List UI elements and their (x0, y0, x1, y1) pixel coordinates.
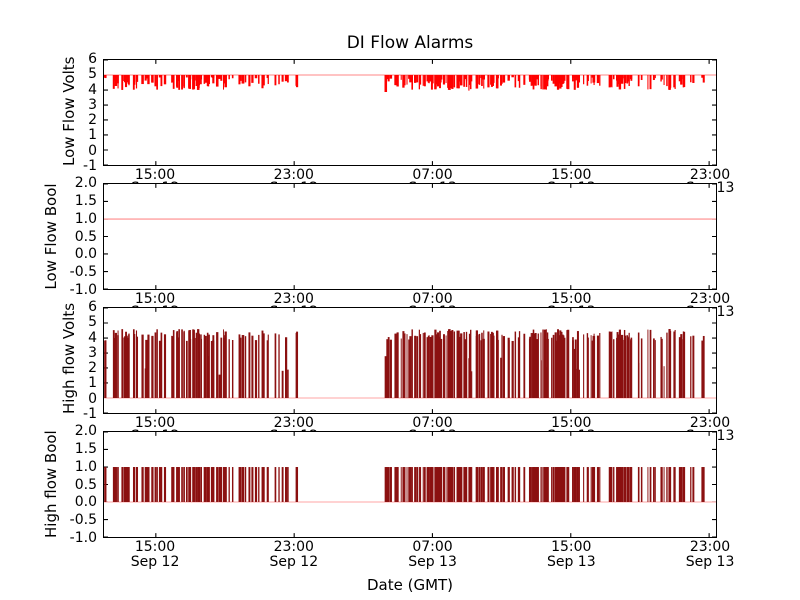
y-tick-label: 2.0 (74, 175, 97, 191)
x-tick-time-label: 23:00 (689, 291, 731, 307)
x-tick-time-label: 15:00 (134, 539, 176, 555)
x-tick-time-label: 15:00 (551, 539, 592, 555)
y-tick-label: 1.0 (74, 210, 97, 227)
y-tick-label: 6 (88, 299, 97, 315)
subplot-low-flow-volts (103, 59, 717, 166)
x-tick-time-label: 15:00 (134, 167, 176, 183)
y-tick-label: 6 (88, 51, 97, 67)
x-tick-date-label: Sep 12 (269, 554, 319, 570)
x-tick-time-label: 07:00 (412, 167, 453, 183)
y-tick-label: -0.5 (69, 264, 97, 281)
x-tick-date-label: Sep 13 (408, 554, 457, 570)
x-tick-time-label: 23:00 (689, 167, 731, 183)
x-tick-time-label: 07:00 (412, 291, 453, 307)
y-tick-label: 0 (88, 390, 97, 407)
y-tick-label: 0.5 (74, 476, 97, 493)
subplot-low-flow-bool-canvas (104, 184, 716, 289)
x-tick-time-label: 15:00 (134, 291, 176, 307)
x-tick-time-label: 23:00 (273, 415, 314, 431)
x-tick-time-label: 15:00 (551, 291, 592, 307)
x-tick-time-label: 23:00 (689, 539, 731, 555)
y-tick-label: 2 (88, 360, 97, 377)
subplot-high-flow-volts (103, 307, 717, 414)
y-tick-label: 4 (88, 329, 97, 346)
y-tick-label: -1 (83, 406, 97, 422)
y-tick-label: 3 (88, 344, 97, 361)
subplot-high-flow-volts-canvas (104, 308, 716, 413)
tick-marks (104, 60, 716, 165)
y-tick-label: -0.5 (69, 512, 97, 529)
x-tick-time-label: 15:00 (551, 167, 592, 183)
y-tick-label: -1.0 (69, 530, 97, 546)
x-tick-time-label: 23:00 (273, 539, 314, 555)
series-high-flow-volts (104, 328, 705, 398)
y-tick-label: 4 (88, 81, 97, 98)
y-tick-label: 0.5 (74, 228, 97, 245)
y-tick-label: 0.0 (74, 246, 97, 263)
x-tick-time-label: 23:00 (273, 167, 314, 183)
x-tick-date-label: Sep 12 (130, 554, 180, 570)
y-tick-label: 5 (88, 66, 97, 83)
x-tick-time-label: 07:00 (412, 539, 453, 555)
subplot-high-flow-bool-canvas (104, 432, 716, 537)
x-tick-time-label: 15:00 (134, 415, 176, 431)
x-tick-time-label: 15:00 (551, 415, 592, 431)
x-tick-date-label: Sep 13 (685, 554, 735, 570)
y-tick-label: 1.5 (74, 440, 97, 457)
subplot-low-flow-volts-canvas (104, 60, 716, 165)
y-tick-label: -1.0 (69, 282, 97, 298)
y-tick-label: 2 (88, 112, 97, 129)
chart-title: DI Flow Alarms (346, 33, 474, 53)
x-tick-date-label: Sep 13 (546, 554, 596, 570)
x-tick-time-label: 23:00 (689, 415, 731, 431)
x-tick-time-label: 23:00 (273, 291, 314, 307)
y-tick-label: 1.0 (74, 458, 97, 475)
y-tick-label: 3 (88, 96, 97, 113)
series-high-flow-bool (104, 467, 705, 502)
subplot-low-flow-bool (103, 183, 717, 290)
subplot-high-flow-bool (103, 431, 717, 538)
y-tick-label: 1 (88, 127, 97, 144)
y-tick-label: 0.0 (74, 494, 97, 511)
x-tick-time-label: 07:00 (412, 415, 453, 431)
y-tick-label: 0 (88, 142, 97, 159)
y-tick-label: -1 (83, 158, 97, 174)
y-tick-label: 5 (88, 314, 97, 331)
x-axis-title: Date (GMT) (366, 576, 454, 594)
tick-marks (104, 184, 716, 289)
y-tick-label: 1.5 (74, 192, 97, 209)
y-tick-label: 1 (88, 375, 97, 392)
series-low-flow-volts (104, 75, 705, 92)
y-tick-label: 2.0 (74, 423, 97, 439)
